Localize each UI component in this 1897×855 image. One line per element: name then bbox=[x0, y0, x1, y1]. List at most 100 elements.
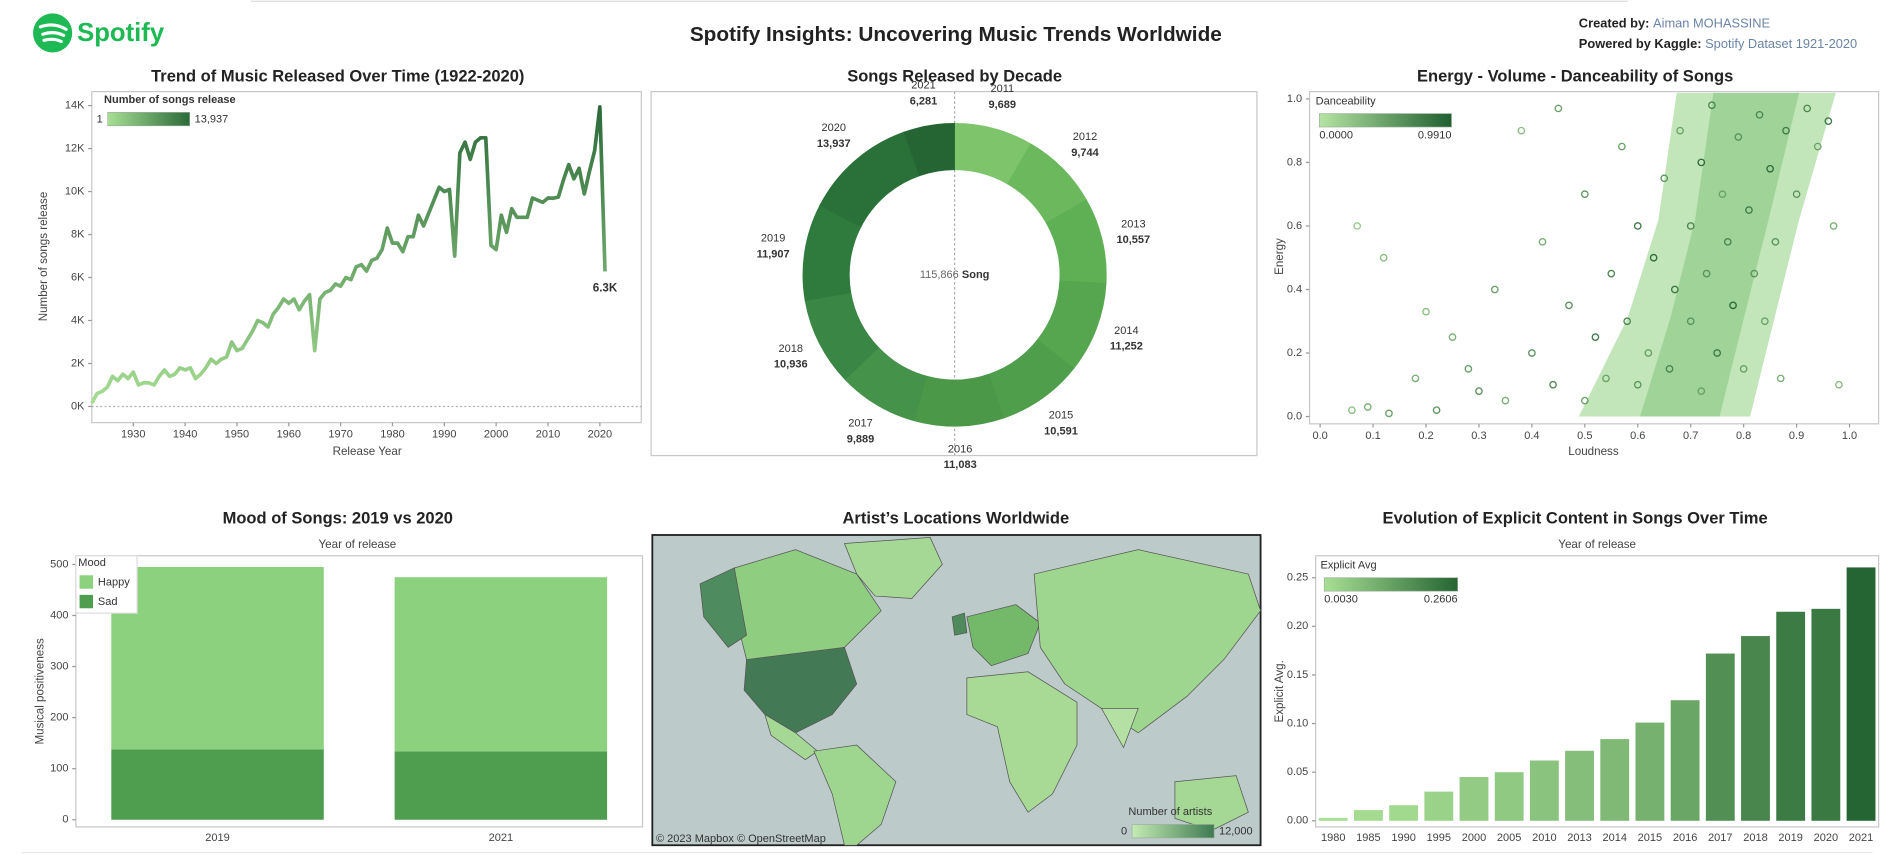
point bbox=[1448, 333, 1457, 341]
bar-segment bbox=[394, 577, 608, 752]
x-tick-label: 2019 bbox=[1778, 832, 1803, 844]
y-tick-label: 0.25 bbox=[1287, 572, 1308, 584]
y-tick-label: 0.0 bbox=[1287, 410, 1302, 422]
x-tick-label: 2000 bbox=[1462, 832, 1487, 844]
slice-category: 2019 bbox=[761, 233, 786, 245]
bar bbox=[1389, 805, 1419, 821]
dashboard-title: Spotify Insights: Uncovering Music Trend… bbox=[690, 23, 1222, 46]
slice-category: 2015 bbox=[1049, 410, 1074, 422]
bar bbox=[1776, 611, 1806, 821]
x-tick-label: 2015 bbox=[1638, 832, 1663, 844]
y-tick-label: 14K bbox=[65, 99, 85, 111]
x-tick-label: 1990 bbox=[1391, 832, 1416, 844]
point bbox=[1623, 317, 1632, 326]
slice-value: 11,083 bbox=[944, 459, 977, 471]
legend-min: 0.0030 bbox=[1324, 594, 1358, 606]
y-tick-label: 0K bbox=[71, 400, 85, 412]
y-tick-label: 400 bbox=[50, 609, 68, 621]
y-tick-label: 500 bbox=[50, 558, 68, 570]
y-tick-label: 100 bbox=[50, 763, 68, 775]
x-tick-label: 2021 bbox=[489, 832, 514, 844]
x-tick-label: 1940 bbox=[173, 429, 198, 441]
chart-subtitle: Year of release bbox=[318, 538, 396, 551]
slice-value: 11,907 bbox=[757, 248, 790, 260]
slice-category: 2014 bbox=[1114, 325, 1139, 337]
y-tick-label: 0.00 bbox=[1287, 815, 1308, 827]
x-tick-label: 1995 bbox=[1427, 832, 1452, 844]
x-tick-label: 2018 bbox=[1743, 832, 1768, 844]
point bbox=[1565, 301, 1573, 310]
y-tick-label: 0.8 bbox=[1287, 156, 1302, 168]
plot-frame bbox=[91, 90, 642, 424]
x-tick-label: 2005 bbox=[1497, 832, 1522, 844]
y-axis-label: Explicit Avg. bbox=[1273, 660, 1286, 722]
usa bbox=[743, 646, 858, 734]
chart-title: Songs Released by Decade bbox=[847, 67, 1062, 85]
slice-category: 2011 bbox=[990, 83, 1014, 95]
bar bbox=[1670, 700, 1700, 821]
y-axis-label: Number of songs release bbox=[37, 192, 50, 322]
y-axis-label: Musical positiveness bbox=[33, 638, 46, 745]
y-tick-label: 4K bbox=[71, 314, 85, 326]
y-tick-label: 2K bbox=[71, 357, 85, 369]
point bbox=[1750, 269, 1759, 278]
point bbox=[1633, 222, 1642, 230]
slice-category: 2013 bbox=[1121, 218, 1146, 230]
x-tick-label: 1950 bbox=[225, 429, 250, 441]
x-tick-label: 0.7 bbox=[1683, 430, 1698, 442]
y-tick-label: 0.20 bbox=[1287, 620, 1308, 632]
x-tick-label: 0.1 bbox=[1365, 430, 1380, 442]
point bbox=[1766, 164, 1774, 173]
y-tick-label: 0.10 bbox=[1287, 717, 1308, 729]
bar bbox=[1635, 722, 1665, 821]
slice-value: 13,937 bbox=[817, 138, 851, 150]
legend-max: 13,937 bbox=[195, 114, 229, 126]
bar bbox=[1741, 636, 1770, 821]
legend-max: 12,000 bbox=[1219, 826, 1253, 838]
donut-slice bbox=[903, 123, 955, 177]
x-tick-label: 1960 bbox=[277, 429, 302, 441]
point bbox=[1745, 206, 1753, 214]
y-tick-label: 8K bbox=[71, 228, 85, 240]
chart-title: Evolution of Explicit Content in Songs O… bbox=[1383, 509, 1768, 527]
south-america bbox=[813, 744, 897, 846]
panel-frame bbox=[650, 90, 1258, 457]
x-tick-label: 2021 bbox=[1849, 832, 1874, 844]
y-tick-label: 0.05 bbox=[1287, 766, 1308, 778]
bar bbox=[1318, 817, 1348, 821]
chart-title: Mood of Songs: 2019 vs 2020 bbox=[223, 509, 453, 527]
chart-title: Trend of Music Released Over Time (1922-… bbox=[151, 67, 524, 85]
legend-swatch bbox=[79, 594, 94, 609]
point bbox=[1824, 117, 1833, 125]
x-tick-label: 0.6 bbox=[1630, 430, 1645, 442]
point bbox=[1501, 396, 1510, 405]
point bbox=[1665, 365, 1674, 373]
legend-label: Sad bbox=[98, 596, 118, 608]
point bbox=[1517, 126, 1526, 135]
point bbox=[1702, 269, 1711, 278]
point bbox=[1734, 133, 1743, 141]
legend-gradient bbox=[1323, 577, 1458, 592]
chart-title: Artist’s Locations Worldwide bbox=[843, 509, 1070, 527]
legend-title: Mood bbox=[78, 557, 106, 569]
point bbox=[1549, 380, 1557, 389]
bar bbox=[1459, 777, 1489, 821]
credit-name: Aiman MOHASSINE bbox=[1653, 16, 1770, 31]
slice-category: 2018 bbox=[779, 343, 804, 355]
slice-category: 2020 bbox=[822, 122, 847, 134]
x-tick-label: 1985 bbox=[1356, 832, 1381, 844]
point bbox=[1792, 190, 1801, 199]
legend-max: 0.9910 bbox=[1418, 129, 1452, 141]
x-tick-label: 0.3 bbox=[1471, 430, 1486, 442]
x-tick-label: 0.4 bbox=[1524, 430, 1539, 442]
point bbox=[1713, 349, 1722, 357]
x-tick-label: 1930 bbox=[121, 429, 146, 441]
point bbox=[1782, 126, 1790, 135]
credit-label: Created by: bbox=[1579, 16, 1650, 31]
plot-frame bbox=[75, 555, 644, 828]
alaska bbox=[699, 567, 747, 648]
y-tick-label: 10K bbox=[65, 185, 85, 197]
legend-min: 0 bbox=[1121, 826, 1127, 838]
x-axis-label: Release Year bbox=[333, 445, 402, 458]
point bbox=[1697, 387, 1706, 395]
